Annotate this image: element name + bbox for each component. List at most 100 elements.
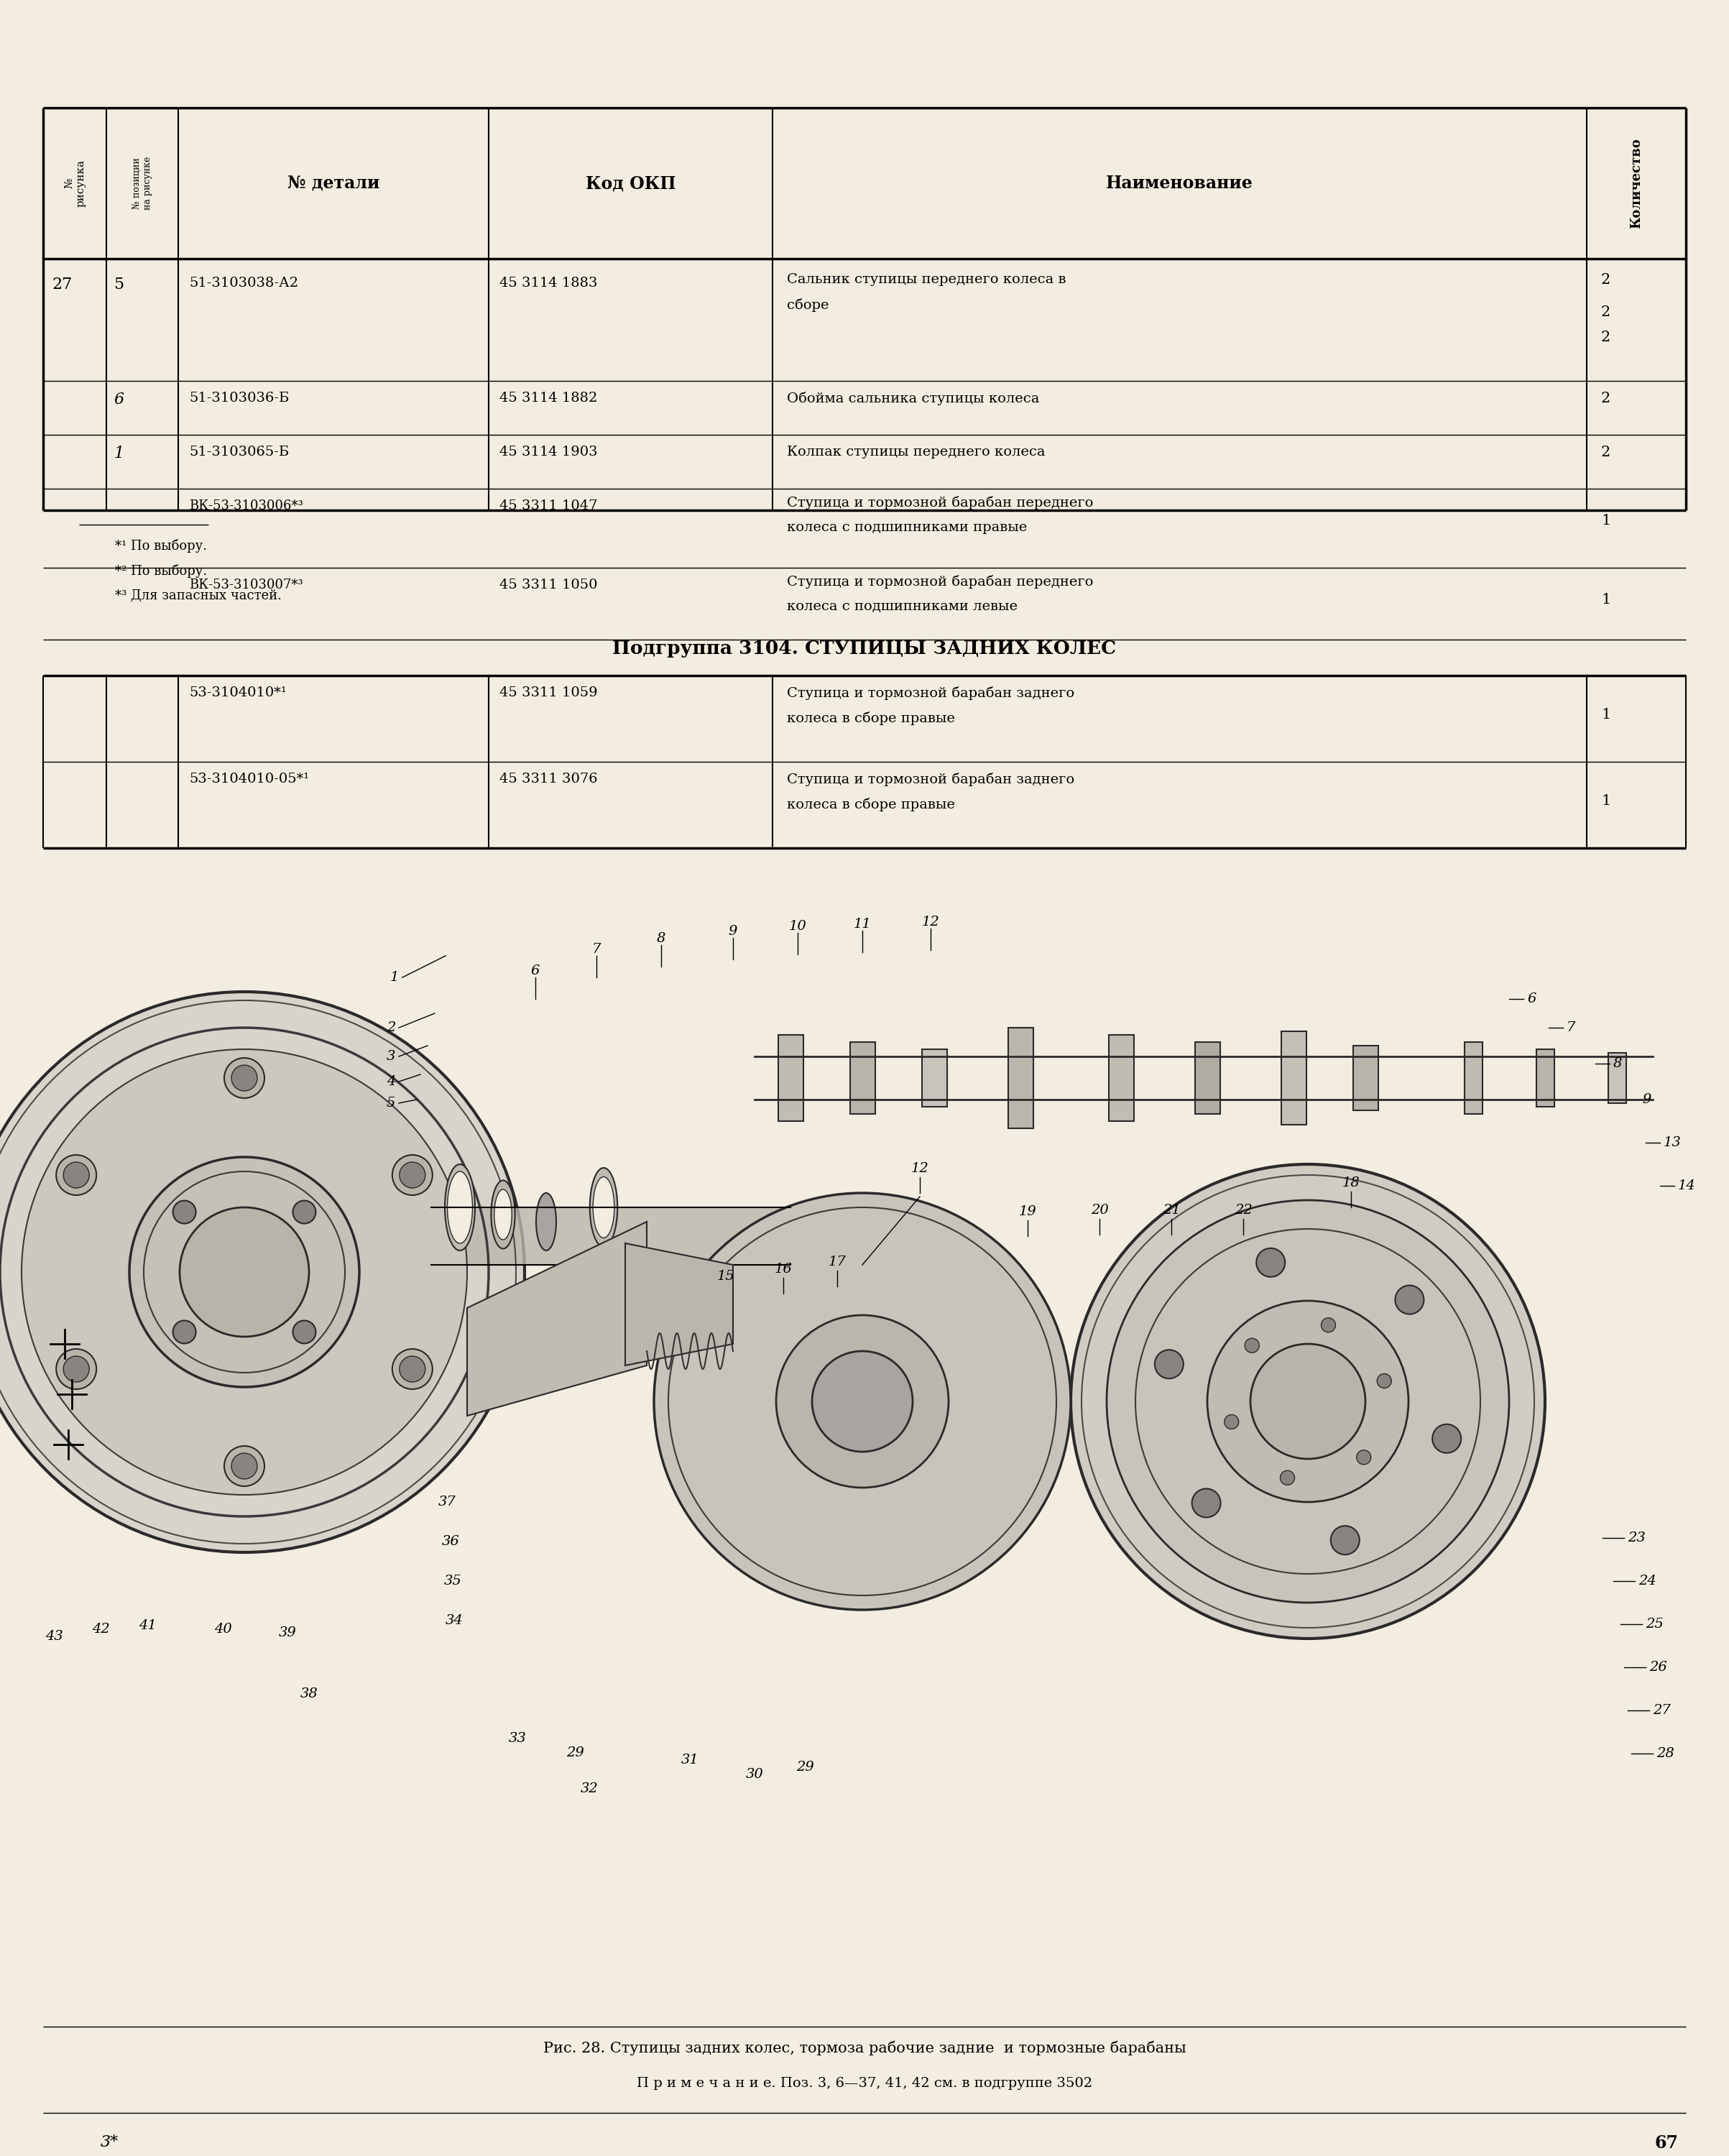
Text: *¹ По выбору.: *¹ По выбору. <box>116 539 207 552</box>
Text: 9: 9 <box>728 925 738 938</box>
Polygon shape <box>626 1244 733 1365</box>
Bar <box>778 1035 802 1121</box>
Text: 2: 2 <box>1601 392 1611 405</box>
Circle shape <box>1331 1526 1359 1554</box>
Text: 12: 12 <box>922 916 939 929</box>
Text: 2: 2 <box>1601 446 1611 459</box>
Text: Ступица и тормозной барабан заднего: Ступица и тормозной барабан заднего <box>787 772 1074 787</box>
Ellipse shape <box>593 1177 614 1238</box>
Text: 15: 15 <box>718 1270 735 1283</box>
Circle shape <box>1155 1350 1183 1378</box>
Text: 3: 3 <box>386 1050 396 1063</box>
Text: 36: 36 <box>443 1535 460 1548</box>
Text: 2: 2 <box>386 1022 396 1035</box>
Text: колеса в сборе правые: колеса в сборе правые <box>787 798 954 811</box>
Ellipse shape <box>491 1181 515 1248</box>
Text: 1: 1 <box>1601 593 1611 606</box>
Text: 45 3311 1059: 45 3311 1059 <box>500 686 598 699</box>
Bar <box>1535 1050 1554 1106</box>
Text: 37: 37 <box>439 1496 456 1509</box>
Circle shape <box>1191 1488 1221 1518</box>
Bar <box>849 1041 875 1115</box>
Text: 51-3103038-А2: 51-3103038-А2 <box>188 276 299 289</box>
Circle shape <box>399 1162 425 1188</box>
Text: 18: 18 <box>1342 1177 1361 1190</box>
Text: 3*: 3* <box>100 2134 119 2150</box>
Text: Ступица и тормозной барабан переднего: Ступица и тормозной барабан переднего <box>787 576 1093 589</box>
Ellipse shape <box>494 1190 512 1240</box>
Circle shape <box>1250 1343 1366 1460</box>
Circle shape <box>776 1315 949 1488</box>
Text: Количество: Количество <box>1630 138 1643 229</box>
Text: 38: 38 <box>301 1688 318 1701</box>
Text: 4: 4 <box>386 1076 396 1089</box>
Circle shape <box>1432 1425 1461 1453</box>
Text: 8: 8 <box>1613 1056 1622 1069</box>
Text: 1: 1 <box>1601 793 1611 808</box>
Circle shape <box>130 1158 360 1386</box>
Text: Обойма сальника ступицы колеса: Обойма сальника ступицы колеса <box>787 392 1039 405</box>
Text: 6: 6 <box>531 964 539 977</box>
Text: № детали: № детали <box>287 175 380 192</box>
Text: колеса с подшипниками правые: колеса с подшипниками правые <box>787 522 1027 535</box>
Text: 21: 21 <box>1162 1203 1181 1216</box>
Text: 43: 43 <box>45 1630 62 1643</box>
Text: 7: 7 <box>1566 1022 1575 1035</box>
Text: 29: 29 <box>565 1746 584 1759</box>
Text: 41: 41 <box>138 1619 156 1632</box>
Text: 45 3114 1903: 45 3114 1903 <box>500 446 598 459</box>
Text: Код ОКП: Код ОКП <box>586 175 676 192</box>
Bar <box>1108 1035 1134 1121</box>
Text: 23: 23 <box>1627 1531 1646 1544</box>
Circle shape <box>813 1352 913 1451</box>
Text: 14: 14 <box>1677 1179 1696 1192</box>
Circle shape <box>232 1453 258 1479</box>
Text: 53-3104010-05*¹: 53-3104010-05*¹ <box>188 772 309 785</box>
Text: 67: 67 <box>1655 2134 1679 2152</box>
Bar <box>1281 1031 1305 1125</box>
Text: 5: 5 <box>386 1097 396 1110</box>
Text: №
рисунка: № рисунка <box>64 160 86 207</box>
Circle shape <box>1207 1300 1409 1503</box>
Text: 11: 11 <box>854 918 871 931</box>
Circle shape <box>1257 1248 1285 1276</box>
Text: 2: 2 <box>1601 274 1611 287</box>
Text: 27: 27 <box>52 276 73 293</box>
Circle shape <box>1070 1164 1546 1639</box>
Text: 27: 27 <box>1653 1703 1670 1716</box>
Circle shape <box>1376 1373 1392 1388</box>
Ellipse shape <box>444 1164 475 1250</box>
Circle shape <box>1245 1339 1259 1352</box>
Text: сборе: сборе <box>787 298 828 313</box>
Text: Ступица и тормозной барабан переднего: Ступица и тормозной барабан переднего <box>787 496 1093 509</box>
Circle shape <box>1395 1285 1425 1315</box>
Circle shape <box>399 1356 425 1382</box>
Circle shape <box>1279 1470 1295 1485</box>
Bar <box>1608 1052 1625 1104</box>
Text: 17: 17 <box>828 1255 845 1268</box>
Text: *³ Для запасных частей.: *³ Для запасных частей. <box>116 589 282 602</box>
Text: 34: 34 <box>446 1615 463 1628</box>
Text: ВК-53-3103006*³: ВК-53-3103006*³ <box>188 500 303 513</box>
Bar <box>1464 1041 1482 1115</box>
Circle shape <box>21 1050 467 1494</box>
Text: 29: 29 <box>795 1761 814 1774</box>
Text: 25: 25 <box>1646 1617 1663 1630</box>
Text: 2: 2 <box>1601 306 1611 319</box>
Circle shape <box>1224 1414 1238 1429</box>
Text: 10: 10 <box>788 921 806 934</box>
Ellipse shape <box>536 1192 557 1250</box>
Bar <box>1195 1041 1221 1115</box>
Text: 39: 39 <box>278 1626 296 1639</box>
Text: 35: 35 <box>444 1574 462 1587</box>
Polygon shape <box>467 1222 647 1416</box>
Text: 8: 8 <box>657 931 666 944</box>
Text: 32: 32 <box>581 1783 598 1796</box>
Text: 16: 16 <box>775 1263 792 1276</box>
Text: 42: 42 <box>92 1623 109 1636</box>
Circle shape <box>292 1319 316 1343</box>
Text: 7: 7 <box>591 942 602 955</box>
Circle shape <box>173 1201 195 1225</box>
Circle shape <box>180 1207 309 1337</box>
Text: 1: 1 <box>391 970 399 983</box>
